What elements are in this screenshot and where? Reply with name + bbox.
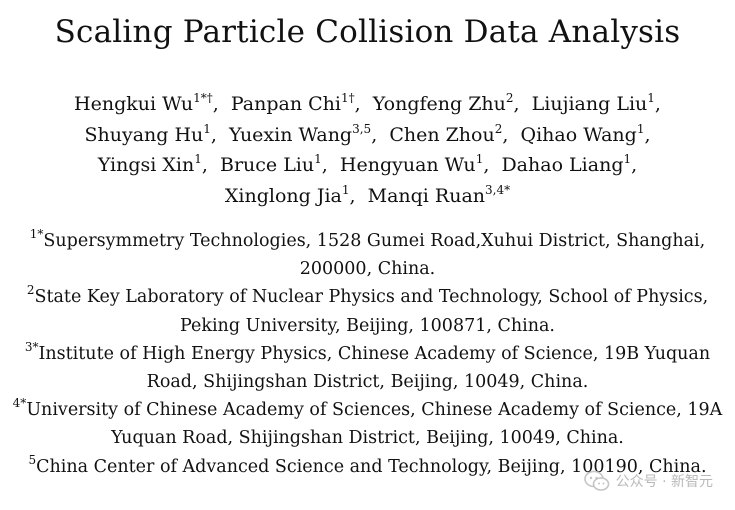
author: Yuexin Wang3,5	[229, 121, 372, 146]
author: Chen Zhou2	[389, 121, 503, 146]
author: Bruce Liu1	[219, 152, 322, 176]
author-line: Xinglong Jia1, Manqi Ruan3,4*	[10, 181, 725, 212]
wechat-icon	[583, 470, 610, 492]
author: Panpan Chi1†	[230, 91, 355, 115]
author-affil-mark: 1†	[341, 91, 355, 105]
author-name: Xinglong Jia	[224, 184, 342, 207]
affiliation: 2State Key Laboratory of Nuclear Physics…	[4, 283, 731, 339]
affiliation-text: State Key Laboratory of Nuclear Physics …	[34, 287, 709, 336]
author-separator: ,	[371, 123, 390, 146]
author-affil-mark: 1	[623, 152, 632, 166]
author-affil-mark: 1	[475, 152, 484, 166]
author-list: Hengkui Wu1*†, Panpan Chi1†, Yongfeng Zh…	[10, 89, 725, 211]
author-name: Liujiang Liu	[531, 93, 648, 115]
author-separator: ,	[201, 154, 220, 176]
affiliation-list: 1*Supersymmetry Technologies, 1528 Gumei…	[4, 227, 731, 481]
author-line: Hengkui Wu1*†, Panpan Chi1†, Yongfeng Zh…	[10, 89, 725, 120]
author: Hengkui Wu1*†	[74, 91, 213, 115]
affiliation-text: Supersymmetry Technologies, 1528 Gumei R…	[43, 231, 706, 280]
author-name: Manqi Ruan	[367, 184, 486, 207]
author-affil-mark: 1	[194, 152, 202, 166]
author-affil-mark: 1	[203, 121, 211, 136]
affiliation-mark: 4*	[12, 396, 27, 411]
author-separator: ,	[321, 154, 340, 176]
author-affil-mark: 1	[341, 182, 350, 197]
paper-title: Scaling Particle Collision Data Analysis	[54, 14, 681, 50]
author-name: Hengyuan Wu	[339, 154, 476, 176]
affiliation: 3*Institute of High Energy Physics, Chin…	[4, 340, 731, 396]
author-name: Yongfeng Zhu	[372, 93, 506, 115]
affiliation: 1*Supersymmetry Technologies, 1528 Gumei…	[4, 227, 731, 283]
affiliation-text: University of Chinese Academy of Science…	[26, 400, 723, 449]
author-name: Yuexin Wang	[229, 123, 353, 146]
author-separator: ,	[513, 93, 532, 115]
author: Hengyuan Wu1	[339, 152, 484, 176]
author: Shuyang Hu1	[84, 121, 211, 146]
author-affil-mark: 1*†	[193, 91, 213, 105]
author-affil-mark: 3,5	[352, 121, 372, 136]
author-name: Shuyang Hu	[84, 123, 204, 146]
author-separator: ,	[654, 93, 661, 115]
author-affil-mark: 1	[647, 91, 655, 105]
author-separator: ,	[349, 184, 368, 207]
affiliation: 4*University of Chinese Academy of Scien…	[4, 396, 731, 452]
author: Manqi Ruan3,4*	[367, 182, 511, 207]
author-separator: ,	[502, 123, 521, 146]
author-separator: ,	[212, 93, 231, 115]
author: Qihao Wang1	[520, 121, 645, 146]
author-affil-mark: 1	[314, 152, 322, 166]
author-name: Hengkui Wu	[74, 93, 194, 115]
author: Yongfeng Zhu2	[372, 91, 514, 115]
author-name: Panpan Chi	[230, 93, 341, 115]
author-separator: ,	[631, 154, 638, 176]
author-name: Qihao Wang	[520, 123, 637, 146]
author: Liujiang Liu1	[531, 91, 655, 115]
author-separator: ,	[483, 154, 502, 176]
author-separator: ,	[210, 123, 230, 146]
author: Yingsi Xin1	[97, 152, 202, 176]
author: Dahao Liang1	[501, 152, 632, 176]
affiliation: 5China Center of Advanced Science and Te…	[4, 453, 731, 481]
author-line: Yingsi Xin1, Bruce Liu1, Hengyuan Wu1, D…	[10, 150, 725, 181]
affiliation-mark: 1*	[29, 227, 44, 241]
author-name: Yingsi Xin	[97, 154, 195, 176]
author: Xinglong Jia1	[224, 182, 350, 207]
author-separator: ,	[644, 123, 651, 146]
author-affil-mark: 2	[494, 121, 503, 136]
author-name: Dahao Liang	[501, 154, 624, 176]
affiliation-mark: 3*	[24, 339, 39, 354]
author-line: Shuyang Hu1, Yuexin Wang3,5, Chen Zhou2,…	[10, 120, 725, 151]
author-affil-mark: 3,4*	[485, 182, 511, 197]
author-affil-mark: 1	[636, 121, 645, 136]
watermark: 公众号 · 新智元	[583, 470, 713, 492]
author-affil-mark: 2	[505, 91, 514, 105]
affiliation-mark: 5	[28, 452, 37, 467]
author-name: Bruce Liu	[219, 154, 315, 176]
author-name: Chen Zhou	[389, 123, 495, 146]
affiliation-text: China Center of Advanced Science and Tec…	[36, 456, 707, 477]
affiliation-mark: 2	[26, 283, 35, 298]
watermark-text: 公众号 · 新智元	[615, 474, 713, 490]
affiliation-text: Institute of High Energy Physics, Chines…	[38, 343, 711, 393]
author-separator: ,	[354, 93, 373, 115]
